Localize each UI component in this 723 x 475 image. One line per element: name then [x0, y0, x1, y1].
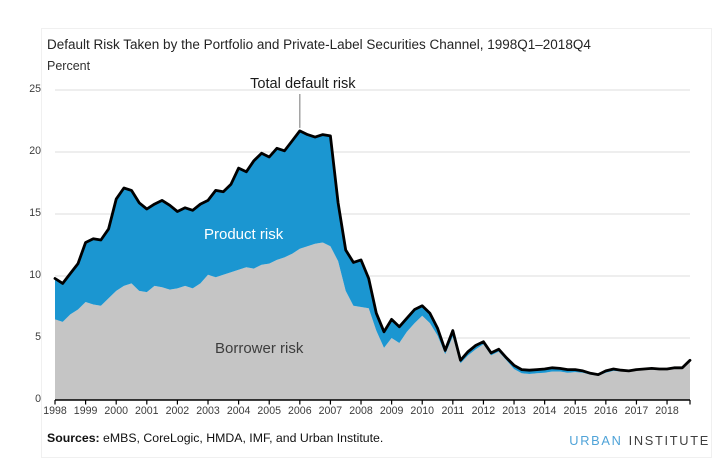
x-tick-label-2005: 2005 [257, 405, 281, 417]
x-tick-label-2017: 2017 [624, 405, 649, 417]
x-tick-label-2016: 2016 [594, 405, 618, 417]
borrower-risk-area-label: Borrower risk [215, 340, 304, 357]
x-tick-label-2003: 2003 [196, 405, 220, 417]
total-default-risk-line [53, 129, 692, 376]
y-tick-label-0: 0 [35, 393, 41, 405]
y-tick-label-20: 20 [29, 145, 41, 157]
x-tick-label-2014: 2014 [532, 405, 557, 417]
y-tick-label-5: 5 [35, 331, 41, 343]
x-tick-label-2015: 2015 [563, 405, 588, 417]
sources-text: eMBS, CoreLogic, HMDA, IMF, and Urban In… [99, 431, 384, 445]
y-tick-label-25: 25 [29, 83, 41, 95]
x-tick-label-2010: 2010 [410, 405, 434, 417]
x-tick-label-2011: 2011 [441, 405, 465, 417]
x-tick-label-1999: 1999 [73, 405, 98, 417]
x-tick-label-2002: 2002 [165, 405, 190, 417]
borrower-risk-area [55, 242, 690, 400]
sources-label: Sources: [47, 431, 100, 445]
x-tick-label-2009: 2009 [379, 405, 404, 417]
x-tick-label-1998: 1998 [43, 405, 67, 417]
x-tick-label-2008: 2008 [349, 405, 373, 417]
chart-title: Default Risk Taken by the Portfolio and … [47, 37, 591, 52]
logo-urban: URBAN [569, 433, 623, 448]
total-default-risk-annotation: Total default risk [250, 76, 356, 92]
x-tick-label-2013: 2013 [502, 405, 526, 417]
y-tick-label-10: 10 [29, 269, 41, 281]
x-tick-label-2007: 2007 [318, 405, 343, 417]
sources-note: Sources: eMBS, CoreLogic, HMDA, IMF, and… [47, 431, 383, 445]
x-tick-label-2004: 2004 [226, 405, 251, 417]
x-tick-label-2018: 2018 [655, 405, 679, 417]
y-tick-label-15: 15 [29, 207, 41, 219]
urban-institute-logo: URBAN INSTITUTE [569, 433, 710, 448]
y-axis-unit-label: Percent [47, 59, 91, 73]
product-risk-area [55, 130, 690, 376]
x-tick-label-2006: 2006 [288, 405, 312, 417]
x-tick-label-2001: 2001 [135, 405, 159, 417]
product-risk-area-label: Product risk [204, 226, 284, 243]
x-tick-label-2000: 2000 [104, 405, 128, 417]
logo-institute: INSTITUTE [628, 433, 710, 448]
x-tick-label-2012: 2012 [471, 405, 496, 417]
